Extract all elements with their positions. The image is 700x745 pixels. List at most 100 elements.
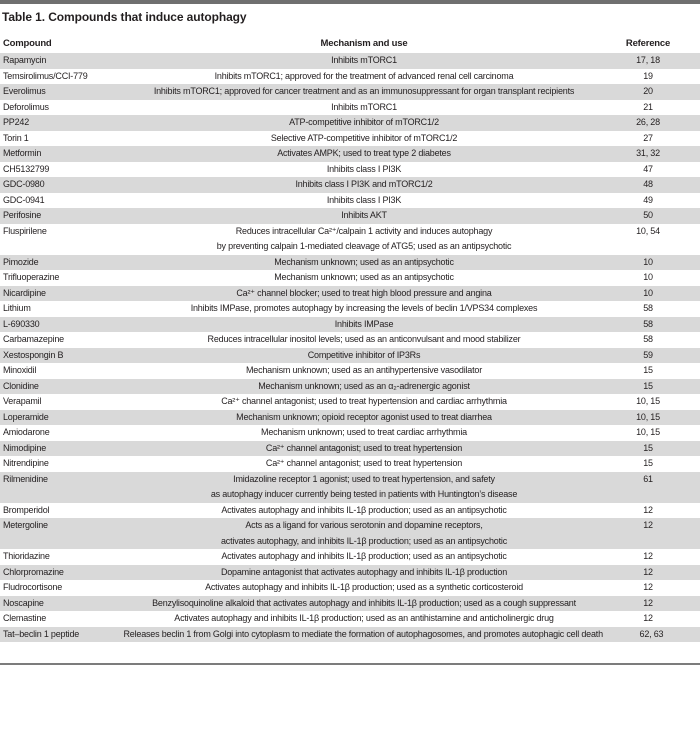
mechanism-cell: Inhibits mTORC1; approved for cancer tre… — [132, 84, 596, 100]
compound-cell: Perifosine — [3, 210, 42, 220]
compound-cell: CH5132799 — [3, 163, 50, 174]
table-row: Tat–beclin 1 peptide Releases beclin 1 fr… — [0, 626, 700, 643]
mechanism-line: Selective ATP-competitive inhibitor of m… — [270, 132, 458, 143]
mechanism-line: activates autophagy, and inhibits IL-1β … — [221, 535, 507, 546]
reference-cell: 47 — [643, 163, 653, 174]
table-row: GDC-0941 Inhibits class I PI3K 49 — [0, 193, 700, 209]
mechanism-cell: Acts as a ligand for various serotonin a… — [132, 518, 596, 549]
mechanism-line: Ca²⁺ channel antagonist; used to treat h… — [265, 442, 463, 453]
compound-cell: Verapamil — [3, 396, 42, 406]
compound-cell: Metergoline — [3, 520, 48, 530]
mechanism-cell: Mechanism unknown; used as an α₂-adrener… — [132, 379, 596, 395]
compound-cell: PP242 — [3, 117, 30, 127]
mechanism-cell: Inhibits IMPase, promotes autophagy by i… — [132, 301, 596, 317]
reference-cell: 12 — [643, 504, 653, 515]
compound-cell: Amiodarone — [3, 427, 50, 437]
reference-cell: 10 — [643, 287, 653, 298]
mechanism-line: Inhibits class I PI3K and mTORC1/2 — [295, 179, 433, 189]
mechanism-cell: Mechanism unknown; opioid receptor agoni… — [132, 410, 596, 426]
compound-cell: Minoxidil — [3, 365, 37, 375]
reference-cell: 15 — [643, 442, 653, 453]
mechanism-line: Mechanism unknown; used as an antihypert… — [245, 365, 483, 375]
mechanism-cell: Releases beclin 1 from Golgi into cytopl… — [123, 627, 603, 643]
compound-cell: Pimozide — [3, 256, 39, 267]
table-body: Rapamycin Inhibits mTORC1 17, 18 Temsirolim… — [0, 53, 700, 642]
mechanism-line: Inhibits mTORC1; approved for the treatm… — [214, 70, 514, 81]
mechanism-line: Mechanism unknown; opioid receptor agoni… — [236, 411, 492, 422]
reference-cell: 15 — [643, 380, 653, 391]
compound-cell: Lithium — [3, 303, 31, 313]
reference-cell: 10, 15 — [636, 427, 660, 437]
mechanism-cell: Inhibits class I PI3K — [132, 162, 596, 178]
table-row: PP242 ATP-competitive inhibitor of mTORC1… — [0, 115, 700, 131]
compound-cell: Nitrendipine — [3, 458, 49, 468]
mechanism-cell: Inhibits class I PI3K — [132, 193, 596, 209]
compound-cell: Bromperidol — [3, 504, 50, 515]
mechanism-cell: Competitive inhibitor of IP3Rs — [132, 348, 596, 364]
table-row: Rilmenidine Imidazoline receptor 1 agonis… — [0, 471, 700, 503]
reference-cell: 19 — [643, 70, 653, 81]
table-row: Clemastine Activates autophagy and inhibi… — [0, 611, 700, 627]
reference-cell: 10 — [643, 272, 653, 282]
mechanism-line: Mechanism unknown; used as an antipsycho… — [274, 272, 454, 282]
reference-cell: 62, 63 — [639, 628, 664, 639]
reference-cell: 10, 54 — [636, 225, 660, 236]
table-row: Metformin Activates AMPK; used to treat t… — [0, 146, 700, 162]
mechanism-line: Ca²⁺ channel antagonist; used to treat h… — [221, 396, 507, 406]
reference-cell: 10, 15 — [636, 411, 660, 422]
compound-cell: Clemastine — [3, 613, 47, 623]
mechanism-line: Competitive inhibitor of IP3Rs — [307, 349, 421, 360]
mechanism-line: Imidazoline receptor 1 agonist; used to … — [233, 473, 495, 484]
mechanism-line: Activates autophagy and inhibits IL-1β p… — [174, 613, 554, 623]
compound-cell: Temsirolimus/CCI-779 — [3, 70, 88, 81]
mechanism-cell: ATP-competitive inhibitor of mTORC1/2 — [132, 115, 596, 131]
mechanism-cell: Activates AMPK; used to treat type 2 dia… — [132, 146, 596, 162]
compound-cell: Chlorpromazine — [3, 566, 64, 577]
mechanism-cell: Selective ATP-competitive inhibitor of m… — [132, 131, 596, 147]
compound-cell: Rapamycin — [3, 55, 47, 65]
reference-cell: 58 — [643, 334, 653, 344]
mechanism-line: Inhibits class I PI3K — [326, 163, 402, 174]
table-header-row: Compound Mechanism and use Reference — [0, 36, 700, 53]
mechanism-line: Inhibits IMPase — [334, 318, 394, 329]
compound-cell: GDC-0980 — [3, 179, 45, 189]
table-row: Loperamide Mechanism unknown; opioid rece… — [0, 409, 700, 426]
mechanism-cell: Ca²⁺ channel antagonist; used to treat h… — [132, 456, 596, 472]
reference-cell: 17, 18 — [636, 55, 660, 65]
reference-cell: 15 — [643, 365, 653, 375]
mechanism-line: ATP-competitive inhibitor of mTORC1/2 — [289, 117, 439, 127]
mechanism-cell: Activates autophagy and inhibits IL-1β p… — [132, 580, 596, 596]
table-row: Minoxidil Mechanism unknown; used as an a… — [0, 363, 700, 379]
table-row: Amiodarone Mechanism unknown; used to tre… — [0, 425, 700, 441]
table-row: Noscapine Benzylisoquinoline alkaloid tha… — [0, 595, 700, 612]
table-row: Nicardipine Ca²⁺ channel blocker; used to… — [0, 285, 700, 301]
reference-cell: 26, 28 — [636, 117, 660, 127]
table-bottom-rule — [0, 663, 700, 665]
mechanism-cell: Inhibits IMPase — [132, 317, 596, 333]
table-row: Fluspirilene Reduces intracellular Ca²⁺/c… — [0, 224, 700, 255]
table-row: Rapamycin Inhibits mTORC1 17, 18 — [0, 53, 700, 69]
compound-cell: Xestospongin B — [3, 349, 64, 360]
compound-cell: Fludrocortisone — [3, 582, 63, 592]
reference-cell: 12 — [643, 520, 653, 530]
table-top-rule — [0, 0, 700, 4]
reference-cell: 12 — [643, 582, 653, 592]
table-row: Chlorpromazine Dopamine antagonist that a… — [0, 564, 700, 580]
compound-cell: Everolimus — [3, 86, 46, 96]
mechanism-cell: Benzylisoquinoline alkaloid that activat… — [132, 596, 596, 612]
column-header-reference: Reference — [625, 38, 671, 49]
compound-cell: L-690330 — [3, 318, 40, 329]
mechanism-cell: Inhibits mTORC1 — [132, 53, 596, 69]
table-row: Fludrocortisone Activates autophagy and i… — [0, 580, 700, 596]
mechanism-line: Inhibits class I PI3K — [326, 194, 402, 205]
table-row: Perifosine Inhibits AKT 50 — [0, 208, 700, 224]
mechanism-cell: Reduces intracellular Ca²⁺/calpain 1 act… — [132, 224, 596, 255]
compound-cell: Tat–beclin 1 peptide — [3, 628, 80, 639]
mechanism-cell: Ca²⁺ channel antagonist; used to treat h… — [132, 394, 596, 410]
reference-cell: 27 — [643, 132, 653, 143]
mechanism-line: Reduces intracellular inositol levels; u… — [207, 334, 521, 344]
mechanism-line: Reduces intracellular Ca²⁺/calpain 1 act… — [235, 225, 493, 236]
reference-cell: 58 — [643, 303, 653, 313]
mechanism-line: Inhibits AKT — [341, 210, 387, 220]
mechanism-cell: Reduces intracellular inositol levels; u… — [132, 332, 596, 348]
